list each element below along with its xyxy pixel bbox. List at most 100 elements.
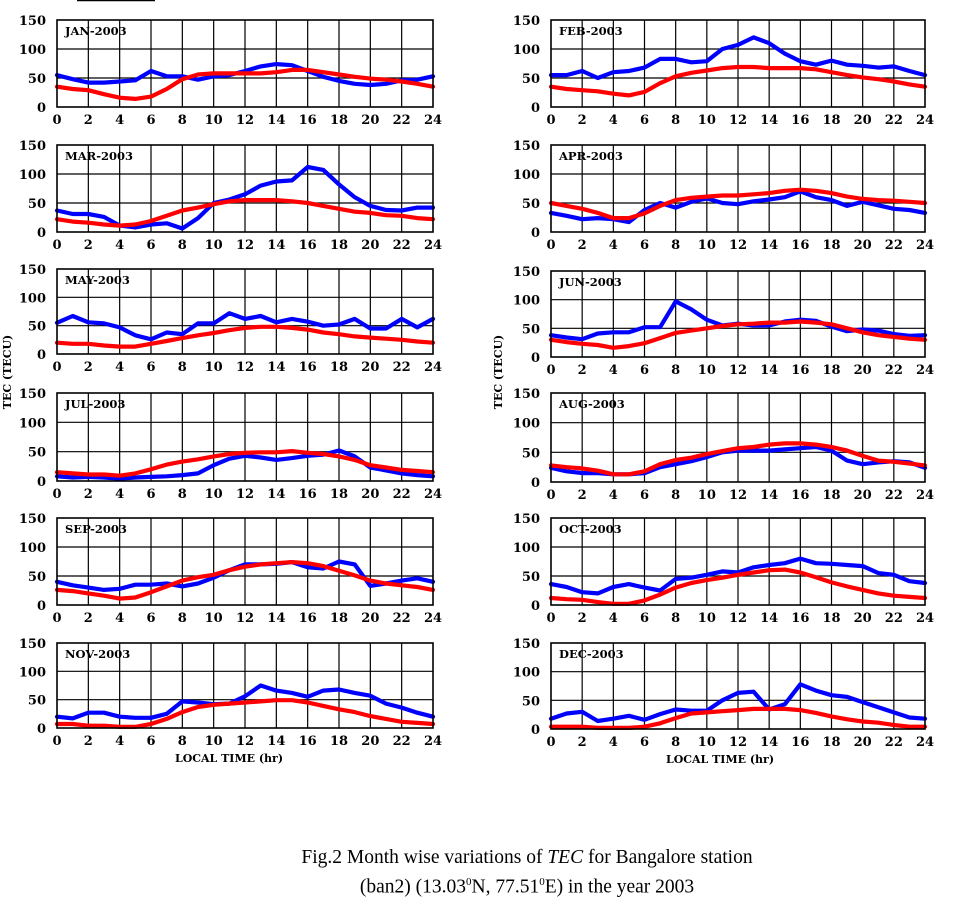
y-tick-label: 150	[513, 139, 540, 154]
y-tick-label: 0	[37, 722, 46, 737]
x-tick-label: 0	[52, 113, 61, 128]
panel-title: MAR-2003	[65, 149, 133, 163]
x-tick-label: 14	[267, 360, 285, 375]
y-tick-label: 150	[19, 637, 46, 652]
y-tick-label: 150	[19, 387, 46, 402]
x-tick-label: 16	[791, 238, 809, 253]
x-tick-label: 12	[729, 611, 747, 626]
x-tick-label: 22	[393, 734, 411, 749]
x-tick-label: 18	[330, 611, 348, 626]
panel-title: FEB-2003	[559, 24, 623, 38]
y-tick-label: 150	[513, 637, 540, 652]
x-tick-label: 18	[822, 735, 840, 750]
x-tick-label: 6	[146, 238, 155, 253]
x-tick-label: 16	[791, 113, 809, 128]
x-tick-label: 12	[729, 735, 747, 750]
y-tick-label: 100	[513, 43, 540, 58]
x-tick-label: 20	[361, 611, 379, 626]
plot-frame	[56, 19, 434, 108]
series-line-red	[54, 449, 436, 478]
x-tick-label: 8	[671, 611, 680, 626]
x-tick-label: 12	[236, 734, 254, 749]
x-tick-label: 8	[671, 238, 680, 253]
x-tick-label: 18	[822, 363, 840, 378]
x-tick-label: 20	[361, 487, 379, 502]
x-tick-label: 6	[640, 611, 649, 626]
x-tick-label: 20	[361, 734, 379, 749]
y-tick-label: 100	[19, 168, 46, 183]
series-line-blue	[54, 61, 436, 88]
x-tick-label: 4	[115, 113, 124, 128]
x-tick-label: 0	[52, 611, 61, 626]
y-tick-label: 50	[28, 320, 46, 335]
x-tick-label: 4	[115, 734, 124, 749]
x-tick-label: 18	[822, 488, 840, 503]
plot-frame	[550, 517, 926, 606]
panel-title: NOV-2003	[65, 647, 130, 661]
x-tick-label: 24	[916, 238, 934, 253]
x-tick-label: 10	[205, 611, 223, 626]
x-tick-label: 16	[299, 487, 317, 502]
x-tick-label: 8	[671, 735, 680, 750]
x-tick-label: 6	[640, 488, 649, 503]
x-tick-label: 6	[146, 360, 155, 375]
y-tick-label: 150	[513, 512, 540, 527]
x-tick-label: 14	[760, 611, 778, 626]
x-tick-label: 12	[729, 238, 747, 253]
x-tick-label: 14	[760, 488, 778, 503]
x-tick-label: 10	[698, 611, 716, 626]
x-tick-label: 12	[729, 488, 747, 503]
x-tick-label: 0	[546, 363, 555, 378]
x-tick-label: 2	[578, 488, 587, 503]
x-tick-label: 4	[609, 363, 618, 378]
y-tick-label: 100	[513, 294, 540, 309]
x-tick-label: 16	[299, 113, 317, 128]
x-tick-label: 14	[267, 113, 285, 128]
x-tick-label: 8	[178, 734, 187, 749]
x-tick-label: 22	[885, 611, 903, 626]
x-tick-label: 20	[854, 735, 872, 750]
y-tick-label: 150	[513, 14, 540, 29]
x-tick-label: 2	[578, 611, 587, 626]
y-tick-label: 150	[513, 387, 540, 402]
y-tick-label: 0	[37, 101, 46, 116]
plot-frame	[550, 270, 926, 358]
series-line-red	[548, 319, 928, 350]
x-tick-label: 4	[115, 238, 124, 253]
panel-title: SEP-2003	[65, 522, 127, 536]
x-tick-label: 14	[760, 238, 778, 253]
x-tick-label: 16	[299, 611, 317, 626]
panel-title: JAN-2003	[64, 24, 127, 38]
x-tick-label: 0	[546, 735, 555, 750]
figure-caption: Fig.2 Month wise variations of TEC for B…	[200, 845, 854, 900]
panel-title: DEC-2003	[559, 647, 624, 661]
x-tick-label: 8	[671, 113, 680, 128]
x-tick-label: 4	[609, 113, 618, 128]
x-tick-label: 2	[84, 487, 93, 502]
x-tick-label: 10	[205, 113, 223, 128]
x-tick-label: 8	[178, 360, 187, 375]
x-tick-label: 24	[916, 363, 934, 378]
x-tick-label: 4	[115, 360, 124, 375]
x-tick-label: 14	[760, 113, 778, 128]
y-axis-label-left: TEC (TECU)	[1, 335, 14, 409]
x-tick-label: 10	[698, 735, 716, 750]
x-tick-label: 24	[916, 488, 934, 503]
x-tick-label: 14	[760, 363, 778, 378]
series-line-red	[548, 706, 928, 731]
panel-title: JUN-2003	[558, 275, 622, 289]
x-tick-label: 14	[267, 487, 285, 502]
series-line-red	[548, 441, 928, 477]
plot-frame	[56, 517, 434, 606]
x-tick-label: 6	[640, 363, 649, 378]
y-tick-label: 0	[531, 226, 540, 241]
x-tick-label: 16	[791, 363, 809, 378]
caption-line-1: Fig.2 Month wise variations of TEC for B…	[200, 845, 854, 870]
x-tick-label: 24	[424, 360, 442, 375]
x-tick-label: 0	[52, 487, 61, 502]
x-tick-label: 22	[393, 360, 411, 375]
x-tick-label: 20	[854, 611, 872, 626]
